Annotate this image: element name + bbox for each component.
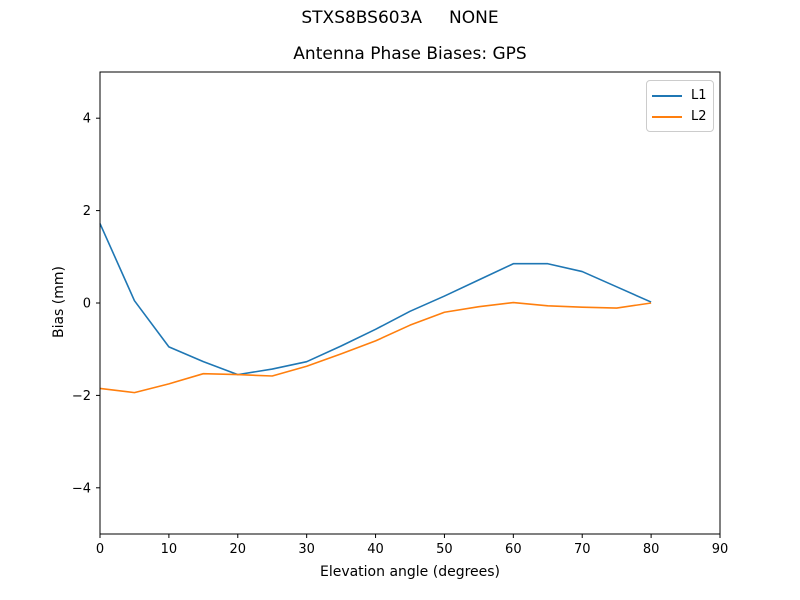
- legend-entry-L2: L2: [652, 106, 707, 127]
- legend-entry-L1: L1: [652, 85, 707, 106]
- y-tick-label: −2: [72, 389, 91, 404]
- legend-line-sample-L2: [652, 115, 682, 118]
- legend-line-sample-L1: [652, 94, 682, 97]
- x-axis-label: Elevation angle (degrees): [319, 564, 501, 580]
- y-tick-label: 4: [83, 112, 91, 127]
- series-line-L1: [99, 223, 652, 376]
- x-tick-label: 80: [643, 542, 660, 557]
- x-tick-label: 50: [436, 542, 453, 557]
- x-tick-label: 90: [712, 542, 729, 557]
- series-line-L2: [99, 301, 652, 394]
- x-tick-label: 60: [505, 542, 522, 557]
- x-tick-label: 0: [96, 542, 104, 557]
- legend-label-L1: L1: [691, 88, 707, 103]
- chart-title: Antenna Phase Biases: GPS: [293, 44, 527, 64]
- y-tick-label: 2: [83, 204, 91, 219]
- y-tick-label: 0: [83, 297, 91, 312]
- x-tick-label: 70: [574, 542, 591, 557]
- plot-area-border: [99, 71, 721, 535]
- x-tick-label: 30: [298, 542, 315, 557]
- y-tick-label: −4: [72, 481, 91, 496]
- figure-suptitle: STXS8BS603A NONE: [301, 8, 499, 28]
- x-tick-label: 10: [161, 542, 178, 557]
- y-axis-label: Bias (mm): [51, 265, 67, 339]
- legend: L1 L2: [646, 80, 714, 132]
- legend-label-L2: L2: [691, 109, 707, 124]
- x-tick-label: 40: [367, 542, 384, 557]
- x-tick-label: 20: [230, 542, 247, 557]
